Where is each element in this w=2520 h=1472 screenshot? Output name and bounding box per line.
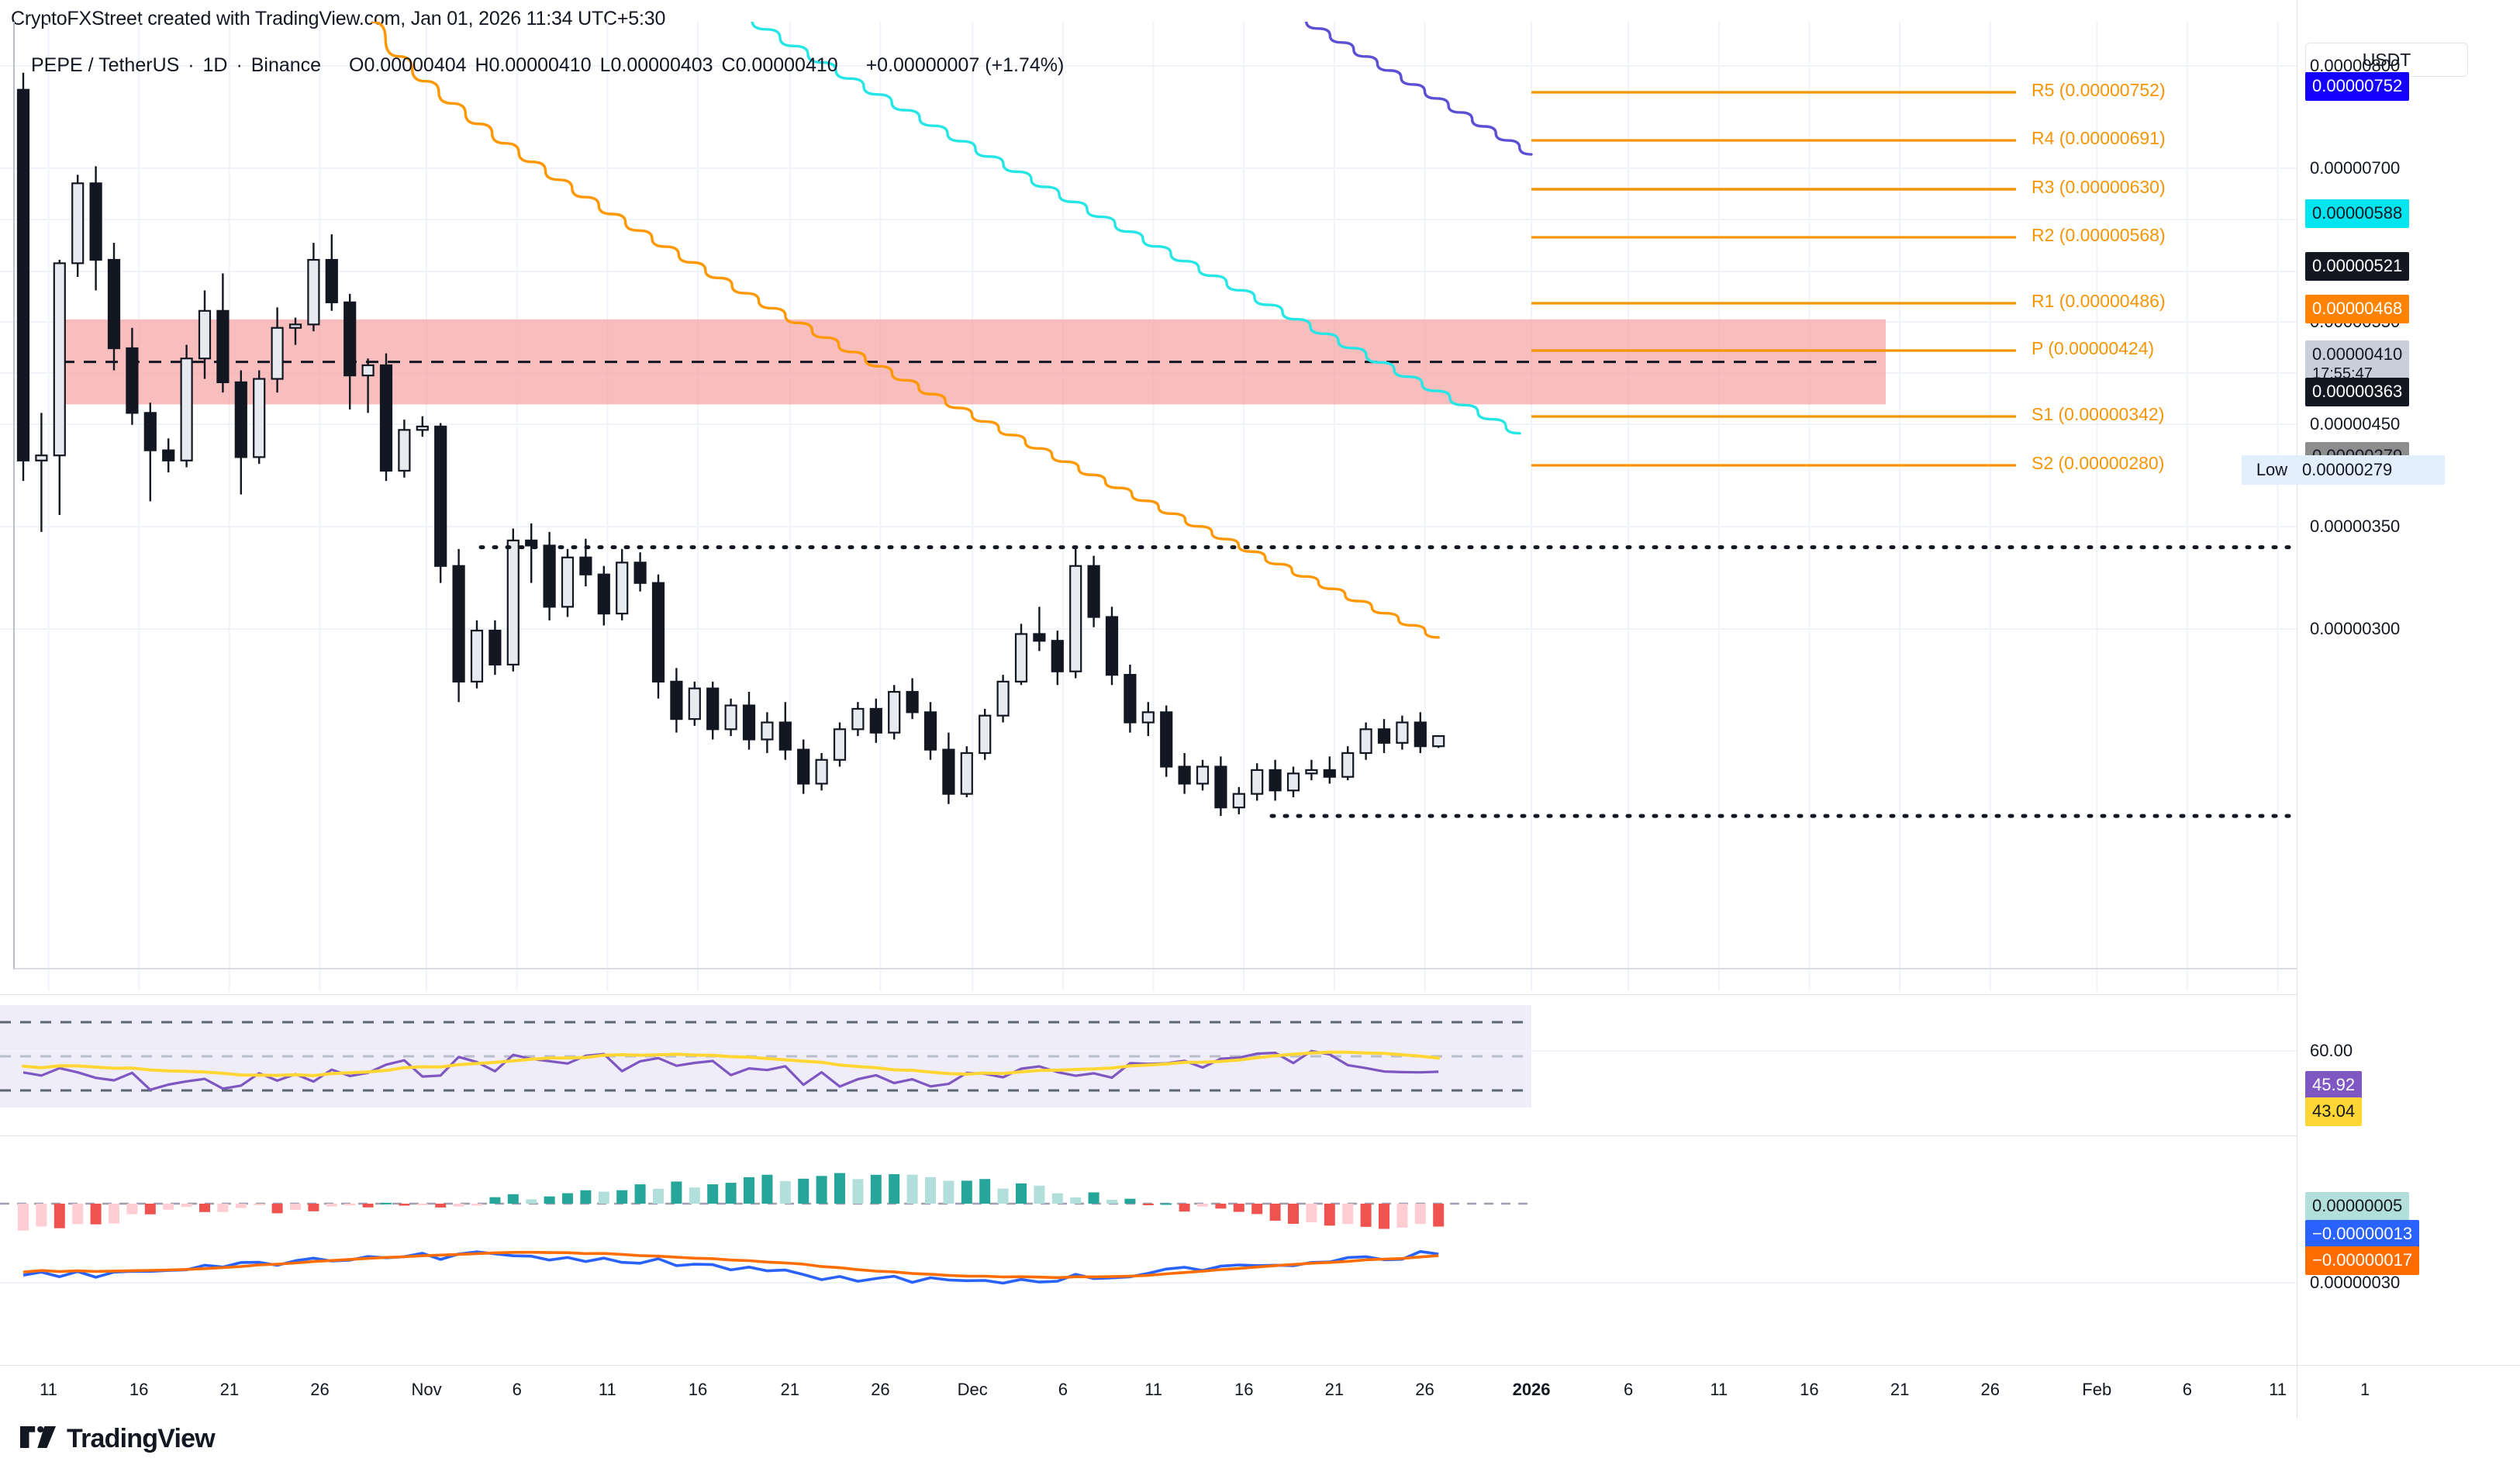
time-tick-15: 26 (1415, 1380, 1434, 1399)
rsi-tick-0: 60.00 (2310, 1041, 2353, 1060)
macd-tick-0: 0.00000030 (2310, 1273, 2401, 1292)
low-label: Low (2256, 460, 2288, 479)
time-tick-11: 6 (1058, 1380, 1068, 1399)
pivot-label-r2: R2 (0.00000568) (2032, 225, 2166, 245)
pivot-label-s1: S1 (0.00000342) (2032, 404, 2165, 424)
tradingview-wordmark: TradingView (67, 1424, 216, 1453)
symbol-legend[interactable]: PEPE / TetherUS · 1D · Binance O0.000004… (31, 54, 1067, 77)
time-axis[interactable]: 11 16 21 26 Nov 6 11 16 21 26 Dec 6 11 16 21 26 2026 6 11 1… (0, 1365, 2520, 1418)
rsi-chart-canvas[interactable] (0, 999, 2297, 1131)
r5-chip-value: 0.00000752 (2312, 76, 2403, 95)
legend-sep-1: · (188, 54, 195, 76)
time-tick-23: 6 (2182, 1380, 2193, 1399)
chart-watermark-title: CryptoFXStreet created with TradingView.… (11, 8, 666, 29)
ema-chip-value: 0.00000588 (2312, 203, 2403, 223)
price-scale[interactable]: USDT 0.000008000.000007000.000006500.000… (2242, 0, 2520, 1365)
low-line-chip-value: 0.00000363 (2312, 382, 2403, 401)
time-tick-18: 11 (1710, 1380, 1728, 1399)
time-tick-20: 21 (1890, 1380, 1910, 1399)
legend-symbol[interactable]: PEPE / TetherUS (31, 54, 180, 76)
tradingview-logo-icon (20, 1425, 56, 1453)
macd-pane[interactable] (0, 1140, 2297, 1334)
price-pane[interactable] (0, 22, 2297, 991)
rsi-value-chip: 45.92 (2305, 1071, 2363, 1100)
legend-open: O0.00000404 (349, 54, 467, 76)
time-tick-17: 6 (1623, 1380, 1634, 1399)
pivot-label-r1: R1 (0.00000486) (2032, 291, 2166, 311)
time-tick-5: 6 (512, 1380, 522, 1399)
price-tick-8: 0.00000300 (2310, 619, 2401, 638)
time-tick-14: 21 (1324, 1380, 1345, 1399)
time-tick-0: 11 (40, 1380, 57, 1399)
pivot-label-s2: S2 (0.00000280) (2032, 453, 2165, 473)
time-tick-24: 11 (2269, 1380, 2287, 1399)
last-price-chip-value: 0.00000410 (2312, 344, 2403, 364)
macd-hist-chip: 0.00000005 (2305, 1192, 2410, 1221)
price-tick-7: 0.00000350 (2310, 517, 2401, 536)
pane-divider-1 (0, 994, 2520, 995)
rsi-ma-chip: 43.04 (2305, 1097, 2363, 1126)
time-tick-4: Nov (411, 1380, 442, 1399)
time-tick-7: 16 (688, 1380, 708, 1399)
time-tick-1: 16 (129, 1380, 149, 1399)
macd-line-chip: −0.00000013 (2305, 1220, 2420, 1249)
low-line-chip: 0.00000363 (2305, 378, 2410, 406)
time-tick-16: 2026 (1512, 1380, 1551, 1399)
low-value: 0.00000279 (2302, 460, 2393, 479)
legend-low: L0.00000403 (599, 54, 713, 76)
pane-divider-2 (0, 1135, 2520, 1136)
price-tick-0: 0.00000800 (2310, 56, 2401, 75)
ema-chip: 0.00000588 (2305, 199, 2410, 228)
legend-sep-2: · (236, 54, 243, 76)
time-tick-3: 26 (310, 1380, 330, 1399)
price-chart-canvas[interactable] (0, 22, 2297, 991)
pivot-label-p: P (0.00000424) (2032, 338, 2155, 358)
tradingview-footer[interactable]: TradingView (20, 1424, 216, 1454)
time-tick-2: 21 (219, 1380, 240, 1399)
time-tick-6: 11 (598, 1380, 616, 1399)
time-tick-10: Dec (957, 1380, 988, 1399)
time-tick-12: 11 (1144, 1380, 1162, 1399)
legend-interval[interactable]: 1D (202, 54, 228, 76)
time-tick-21: 26 (1980, 1380, 2000, 1399)
macd-chart-canvas[interactable] (0, 1140, 2297, 1334)
time-tick-22: Feb (2082, 1380, 2112, 1399)
macd-signal-chip: −0.00000017 (2305, 1246, 2420, 1275)
legend-change: +0.00000007 (+1.74%) (865, 54, 1065, 76)
rsi-pane[interactable] (0, 999, 2297, 1131)
legend-close: C0.00000410 (721, 54, 838, 76)
low-indicator-row: Low 0.00000279 (2242, 455, 2445, 485)
legend-exchange[interactable]: Binance (250, 54, 322, 76)
r5-chip: 0.00000752 (2305, 72, 2410, 101)
pivot-label-r4: R4 (0.00000691) (2032, 128, 2166, 148)
sma-chip-value: 0.00000468 (2312, 299, 2403, 318)
time-tick-13: 16 (1234, 1380, 1254, 1399)
time-tick-9: 26 (871, 1380, 890, 1399)
pivot-label-r5: R5 (0.00000752) (2032, 80, 2166, 100)
high-line-chip: 0.00000521 (2305, 252, 2410, 281)
legend-high: H0.00000410 (475, 54, 592, 76)
high-line-chip-value: 0.00000521 (2312, 256, 2403, 275)
time-tick-8: 21 (780, 1380, 800, 1399)
sma-chip: 0.00000468 (2305, 295, 2410, 323)
price-tick-6: 0.00000450 (2310, 414, 2401, 434)
price-tick-1: 0.00000700 (2310, 158, 2401, 178)
pivot-label-r3: R3 (0.00000630) (2032, 177, 2166, 197)
time-tick-25: 1 (2359, 1380, 2370, 1399)
time-tick-19: 16 (1800, 1380, 1819, 1399)
